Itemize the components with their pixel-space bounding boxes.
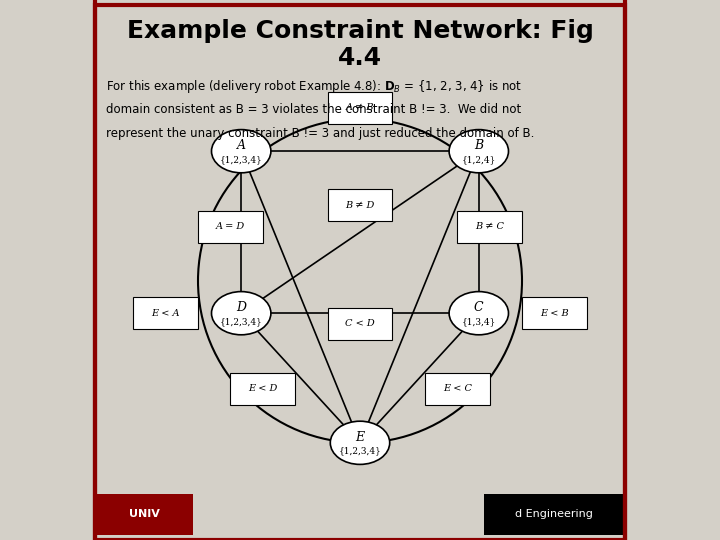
Text: For this example (delivery robot Example 4.8): $\mathbf{D}_B$ = {1, 2, 3, 4} is : For this example (delivery robot Example… (107, 78, 523, 95)
Text: B ≠ C: B ≠ C (475, 222, 504, 231)
FancyBboxPatch shape (425, 373, 490, 405)
Ellipse shape (212, 292, 271, 335)
Text: d Engineering: d Engineering (516, 509, 593, 519)
FancyBboxPatch shape (328, 92, 392, 124)
FancyBboxPatch shape (328, 308, 392, 340)
Text: 4.4: 4.4 (338, 46, 382, 70)
Ellipse shape (212, 130, 271, 173)
Text: B ≠ D: B ≠ D (346, 201, 374, 210)
Text: {1,2,3,4}: {1,2,3,4} (220, 317, 263, 326)
Text: domain consistent as B = 3 violates the constraint B != 3.  We did not: domain consistent as B = 3 violates the … (107, 103, 521, 116)
FancyBboxPatch shape (198, 211, 263, 243)
FancyBboxPatch shape (457, 211, 522, 243)
Text: A: A (237, 139, 246, 152)
Text: E: E (356, 431, 364, 444)
Ellipse shape (449, 130, 508, 173)
FancyBboxPatch shape (230, 373, 295, 405)
FancyBboxPatch shape (133, 297, 198, 329)
Text: A ≠ B: A ≠ B (346, 104, 374, 112)
Text: E < C: E < C (443, 384, 472, 393)
Text: {1,2,4}: {1,2,4} (462, 155, 496, 164)
Text: {1,2,3,4}: {1,2,3,4} (338, 447, 382, 455)
Ellipse shape (330, 421, 390, 464)
Text: D: D (236, 301, 246, 314)
Text: UNIV: UNIV (129, 509, 159, 519)
FancyBboxPatch shape (95, 494, 193, 535)
Text: E < A: E < A (151, 309, 180, 318)
Text: {1,3,4}: {1,3,4} (462, 317, 496, 326)
Text: represent the unary constraint B != 3 and just reduced the domain of B.: represent the unary constraint B != 3 an… (107, 127, 534, 140)
Text: Example Constraint Network: Fig: Example Constraint Network: Fig (127, 19, 593, 43)
Text: E < B: E < B (540, 309, 569, 318)
Text: A = D: A = D (216, 222, 245, 231)
Ellipse shape (449, 292, 508, 335)
Text: C: C (474, 301, 484, 314)
Text: C < D: C < D (345, 320, 375, 328)
FancyBboxPatch shape (484, 494, 625, 535)
FancyBboxPatch shape (328, 189, 392, 221)
Text: B: B (474, 139, 483, 152)
Text: E < D: E < D (248, 384, 277, 393)
Text: {1,2,3,4}: {1,2,3,4} (220, 155, 263, 164)
FancyBboxPatch shape (522, 297, 587, 329)
